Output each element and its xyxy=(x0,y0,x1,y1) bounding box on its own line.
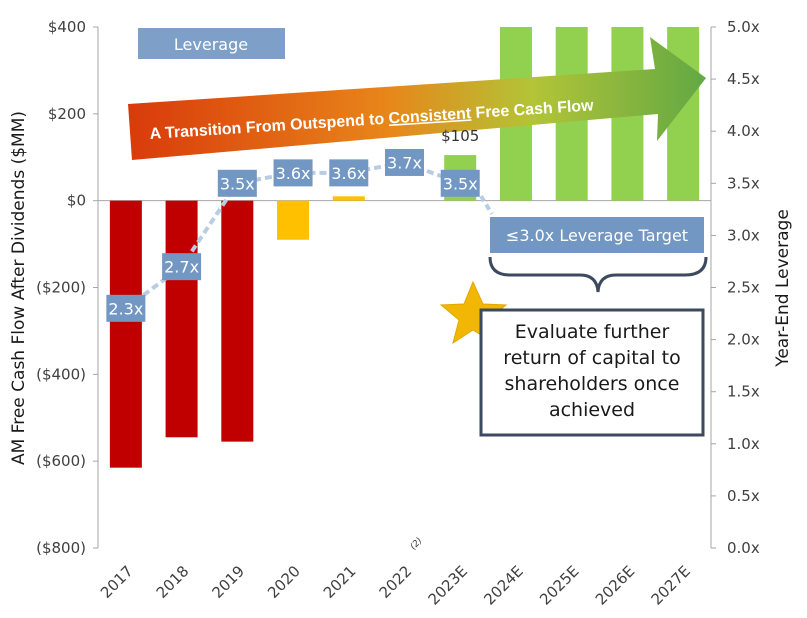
bar-2019 xyxy=(221,201,253,442)
leverage-point-label: 3.7x xyxy=(387,153,422,172)
leverage-point-label: 3.5x xyxy=(220,174,255,193)
y2-tick-label: 3.5x xyxy=(727,174,760,192)
note-line-1: Evaluate further xyxy=(515,321,670,343)
leverage-target-text: ≤3.0x Leverage Target xyxy=(506,226,688,245)
bar-2018 xyxy=(166,201,198,438)
bar-2017 xyxy=(110,201,142,468)
y2-tick-label: 2.0x xyxy=(727,331,760,349)
y-tick-label: ($800) xyxy=(36,539,86,557)
y2-tick-label: 3.0x xyxy=(727,226,760,244)
y-tick-label: $400 xyxy=(48,18,86,36)
leverage-point-label: 3.5x xyxy=(443,174,478,193)
leverage-point-label: 3.6x xyxy=(331,164,366,183)
x-tick-label: 2018 xyxy=(153,562,193,602)
y2-tick-label: 4.0x xyxy=(727,122,760,140)
leverage-point-label: 2.3x xyxy=(108,299,143,318)
left-axis: $400 $200 $0 ($200) ($400) ($600) ($800) xyxy=(36,18,98,557)
right-axis: 5.0x 4.5x 4.0x 3.5x 3.0x 2.5x 2.0x 1.5x 1.0x 0.5x… xyxy=(711,18,760,557)
y-tick-label: $0 xyxy=(67,192,86,210)
leverage-target-badge: ≤3.0x Leverage Target xyxy=(490,217,704,253)
note-box: Evaluate further return of capital to sh… xyxy=(481,310,703,435)
y2-tick-label: 0.0x xyxy=(727,539,760,557)
bar-2020 xyxy=(277,201,309,240)
x-tick-label: 2025E xyxy=(536,562,582,608)
bar-2021 xyxy=(333,196,365,200)
leverage-point-label: 3.6x xyxy=(276,164,311,183)
target-brace xyxy=(490,257,706,292)
note-line-3: shareholders once xyxy=(505,373,680,395)
note-line-2: return of capital to xyxy=(503,347,680,369)
x-tick-label: 2021 xyxy=(320,562,360,602)
y-axis-title: AM Free Cash Flow After Dividends ($MM) xyxy=(9,111,29,465)
leverage-target-connector xyxy=(481,196,492,214)
y-tick-label: ($400) xyxy=(36,365,86,383)
x-tick-label: 2017 xyxy=(97,562,137,602)
x-tick-label: 2024E xyxy=(480,562,526,608)
y-tick-label: ($600) xyxy=(36,452,86,470)
y2-tick-label: 5.0x xyxy=(727,18,760,36)
y2-tick-label: 1.5x xyxy=(727,383,760,401)
y-tick-label: $200 xyxy=(48,105,86,123)
x-tick-superscript: (2) xyxy=(409,536,425,552)
x-tick-label: 2026E xyxy=(592,562,638,608)
x-tick-label: 2027E xyxy=(648,562,694,608)
y2-axis-title: Year-End Leverage xyxy=(773,209,793,368)
legend: Leverage xyxy=(138,28,285,59)
x-tick-label: 2023E xyxy=(425,562,471,608)
x-tick-label: 2019 xyxy=(208,562,248,602)
legend-label: Leverage xyxy=(174,35,248,54)
y2-tick-label: 2.5x xyxy=(727,279,760,297)
x-tick-label: 2022 xyxy=(376,562,416,602)
data-label-2023e: $105 xyxy=(441,127,479,145)
y2-tick-label: 0.5x xyxy=(727,487,760,505)
x-tick-label: 2020 xyxy=(264,562,304,602)
leverage-point-label: 2.7x xyxy=(164,258,199,277)
y-tick-label: ($200) xyxy=(36,279,86,297)
note-line-4: achieved xyxy=(549,399,635,421)
y2-tick-label: 4.5x xyxy=(727,70,760,88)
y2-tick-label: 1.0x xyxy=(727,435,760,453)
